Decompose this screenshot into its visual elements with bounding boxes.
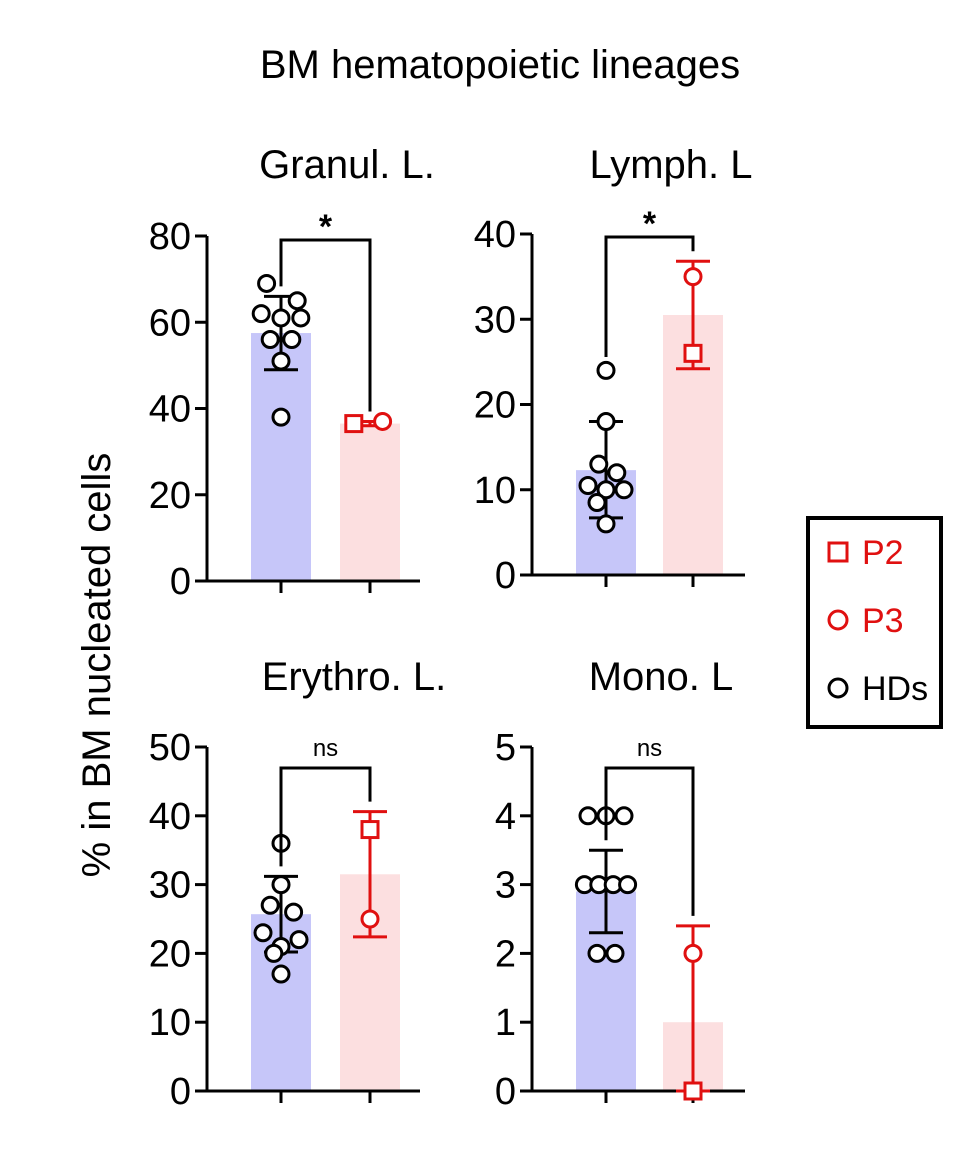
data-point-circle bbox=[618, 875, 638, 895]
panel-title: Granul. L. bbox=[259, 143, 435, 187]
panel-title: Mono. L bbox=[589, 655, 734, 699]
y-tick-label: 20 bbox=[149, 475, 191, 517]
data-point-circle bbox=[282, 330, 302, 349]
y-tick-label: 50 bbox=[149, 727, 191, 769]
y-tick-label: 10 bbox=[149, 1002, 191, 1044]
data-point-circle bbox=[260, 330, 280, 349]
main-title: BM hematopoietic lineages bbox=[260, 43, 740, 87]
y-tick-label: 20 bbox=[474, 385, 516, 427]
y-tick-label: 2 bbox=[495, 933, 516, 975]
y-tick-label: 10 bbox=[474, 470, 516, 512]
significance-label: * bbox=[643, 205, 657, 243]
panel-2: Lymph. L 0 10 20 30 40 * bbox=[474, 143, 753, 597]
significance-bracket bbox=[604, 766, 695, 916]
legend: P2 P3 HDs bbox=[806, 516, 943, 729]
data-point-circle bbox=[589, 454, 609, 474]
panel-3: Erythro. L. 0 10 20 30 40 50 ns bbox=[149, 655, 447, 1113]
data-point-circle bbox=[264, 943, 284, 963]
y-tick-label: 5 bbox=[495, 727, 516, 769]
data-point-circle bbox=[253, 923, 273, 943]
panel-4: Mono. L 0 1 2 3 4 5 ns bbox=[495, 655, 745, 1113]
y-tick-label: 4 bbox=[495, 796, 516, 838]
y-tick-label: 0 bbox=[495, 1071, 516, 1113]
significance-bracket bbox=[604, 235, 695, 357]
data-point-circle bbox=[578, 475, 598, 495]
y-tick-label: 60 bbox=[149, 302, 191, 344]
significance-label: * bbox=[319, 208, 333, 246]
data-point-circle bbox=[271, 964, 291, 984]
significance-label: ns bbox=[637, 735, 662, 762]
data-point-circle bbox=[596, 360, 616, 380]
data-point-circle bbox=[587, 943, 607, 963]
legend-circle-icon bbox=[827, 677, 849, 699]
data-point-square bbox=[683, 343, 703, 363]
significance-label: ns bbox=[313, 735, 338, 762]
data-point-circle bbox=[605, 943, 625, 963]
data-point-circle bbox=[289, 930, 309, 950]
data-point-circle bbox=[360, 909, 380, 929]
y-tick-label: 30 bbox=[149, 865, 191, 907]
data-point-circle bbox=[284, 902, 304, 922]
y-tick-label: 0 bbox=[495, 555, 516, 597]
y-tick-label: 20 bbox=[149, 933, 191, 975]
significance-bracket bbox=[279, 238, 372, 412]
y-tick-label: 40 bbox=[149, 389, 191, 431]
data-point-circle bbox=[271, 351, 291, 371]
data-point-circle bbox=[287, 291, 307, 311]
y-tick-label: 0 bbox=[170, 1071, 191, 1113]
data-point-circle bbox=[596, 412, 616, 432]
y-tick-label: 0 bbox=[170, 561, 191, 603]
data-point-circle bbox=[373, 411, 393, 431]
panel-title: Erythro. L. bbox=[262, 655, 447, 699]
legend-label: P3 bbox=[862, 602, 904, 640]
data-point-circle bbox=[607, 463, 627, 483]
bar-patients bbox=[340, 423, 400, 581]
data-point-circle bbox=[257, 273, 277, 293]
data-point-circle bbox=[614, 806, 634, 826]
significance-bracket bbox=[279, 766, 372, 867]
y-tick-label: 80 bbox=[149, 216, 191, 258]
legend-circle-icon bbox=[827, 609, 849, 631]
bar-hds bbox=[251, 333, 311, 581]
data-point-circle bbox=[251, 304, 271, 324]
data-point-circle bbox=[614, 480, 634, 500]
data-point-circle bbox=[271, 407, 291, 427]
y-axis-label: % in BM nucleated cells bbox=[75, 453, 119, 878]
data-point-square bbox=[360, 820, 380, 840]
y-tick-label: 3 bbox=[495, 865, 516, 907]
data-point-circle bbox=[271, 308, 291, 328]
data-point-square bbox=[683, 1081, 703, 1101]
data-point-circle bbox=[271, 875, 291, 895]
data-point-circle bbox=[587, 493, 607, 513]
data-point-circle bbox=[596, 480, 616, 500]
data-point-circle bbox=[578, 806, 598, 826]
y-tick-label: 30 bbox=[474, 299, 516, 341]
legend-square-icon bbox=[827, 541, 849, 563]
data-point-circle bbox=[683, 943, 703, 963]
y-tick-label: 40 bbox=[149, 796, 191, 838]
panel-title: Lymph. L bbox=[589, 143, 752, 187]
data-point-circle bbox=[291, 308, 311, 328]
y-tick-label: 1 bbox=[495, 1002, 516, 1044]
panel-1: Granul. L. 0 20 40 60 80 * bbox=[149, 143, 435, 603]
legend-label: HDs bbox=[862, 670, 928, 708]
data-point-circle bbox=[683, 267, 703, 287]
data-point-square bbox=[344, 414, 364, 434]
data-point-circle bbox=[596, 514, 616, 534]
data-point-circle bbox=[260, 895, 280, 915]
legend-label: P2 bbox=[862, 534, 904, 572]
y-tick-label: 40 bbox=[474, 214, 516, 256]
